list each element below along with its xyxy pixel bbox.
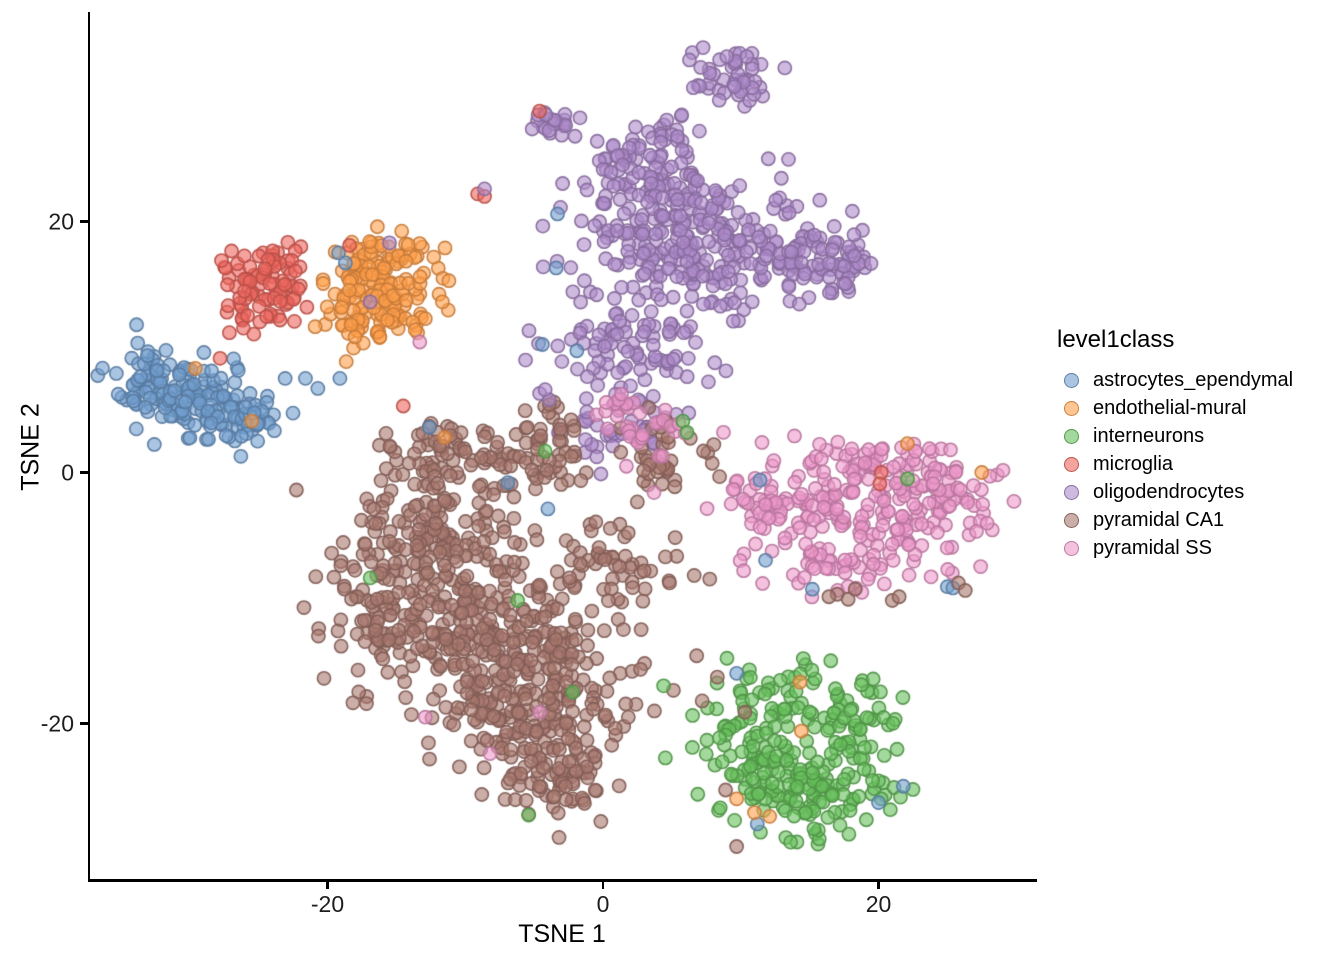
legend-entry-label: endothelial-mural bbox=[1093, 396, 1247, 419]
legend-swatch-icon bbox=[1064, 428, 1079, 444]
y-axis-title: TSNE 2 bbox=[16, 403, 45, 491]
legend-title: level1class bbox=[1057, 326, 1175, 353]
y-tick-label: 0 bbox=[61, 459, 74, 485]
legend-entry-label: interneurons bbox=[1093, 424, 1205, 447]
x-axis-title: TSNE 1 bbox=[518, 920, 606, 948]
x-tick-mark bbox=[877, 881, 880, 889]
legend-entry-label: pyramidal CA1 bbox=[1093, 508, 1225, 531]
legend-entry: oligodendrocytes bbox=[1057, 478, 1293, 506]
legend-entry: pyramidal SS bbox=[1057, 534, 1293, 562]
legend-entry: endothelial-mural bbox=[1057, 394, 1293, 422]
legend-entry: astrocytes_ependymal bbox=[1057, 366, 1293, 394]
legend-entry: microglia bbox=[1057, 450, 1293, 478]
legend: level1class astrocytes_ependymal endothel… bbox=[1057, 326, 1293, 562]
legend-rows: astrocytes_ependymal endothelial-mural int… bbox=[1057, 366, 1293, 562]
y-tick-mark bbox=[80, 220, 88, 223]
legend-swatch-icon bbox=[1064, 540, 1079, 556]
legend-entry-label: oligodendrocytes bbox=[1093, 480, 1245, 503]
x-tick-label: -20 bbox=[310, 891, 345, 917]
x-tick-label: 0 bbox=[596, 891, 610, 917]
x-tick-mark bbox=[326, 881, 329, 889]
x-tick-mark bbox=[601, 881, 605, 889]
legend-swatch-icon bbox=[1064, 456, 1079, 472]
x-axis-line bbox=[87, 879, 1037, 882]
legend-swatch-icon bbox=[1064, 372, 1079, 388]
y-tick-mark bbox=[80, 471, 88, 474]
y-tick-label: -20 bbox=[40, 710, 74, 736]
x-tick-label: 20 bbox=[865, 891, 892, 917]
legend-entry-label: astrocytes_ependymal bbox=[1093, 368, 1294, 391]
legend-entry-label: pyramidal SS bbox=[1093, 536, 1212, 559]
legend-entry: pyramidal CA1 bbox=[1057, 506, 1293, 534]
legend-entry-label: microglia bbox=[1093, 452, 1174, 475]
y-axis-line bbox=[87, 12, 91, 881]
legend-swatch-icon bbox=[1064, 400, 1079, 416]
legend-swatch-icon bbox=[1064, 512, 1079, 528]
legend-swatch-icon bbox=[1064, 484, 1079, 500]
legend-entry: interneurons bbox=[1057, 422, 1293, 450]
y-tick-mark bbox=[80, 722, 88, 725]
y-tick-label: 20 bbox=[48, 208, 74, 234]
